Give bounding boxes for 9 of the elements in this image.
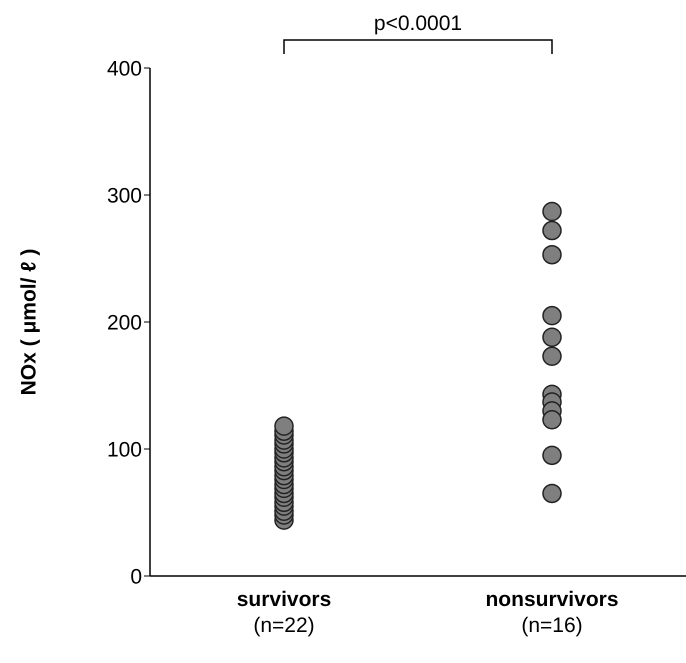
y-tick-label: 400 (106, 57, 142, 80)
y-tick-label: 200 (106, 311, 142, 334)
x-tick-label: survivors (n=22) (236, 588, 332, 637)
y-tick-label: 300 (106, 184, 142, 208)
y-axis-title: NOx ( μmol/ ℓ ) (17, 248, 40, 396)
text: p<0.0001 (374, 12, 462, 35)
x-tick-label: nonsurvivors (n=16) (485, 588, 619, 637)
y-tick-label: 100 (106, 438, 142, 462)
y-tick-label: 0 (130, 565, 142, 588)
